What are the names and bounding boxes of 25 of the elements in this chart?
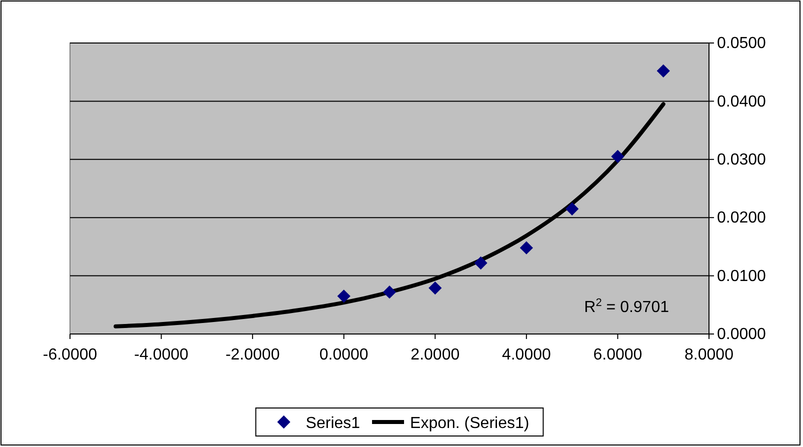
y-tick-label: 0.0100 bbox=[717, 268, 766, 285]
point bbox=[566, 202, 579, 216]
y-tick-label: 0.0500 bbox=[717, 35, 766, 52]
annotation: R$^{2}$ = 0.9701 bbox=[584, 297, 670, 316]
x-tick-label: 8.0000 bbox=[684, 346, 734, 364]
y-tick-label: 0.0200 bbox=[717, 210, 766, 227]
x-tick-label: 0.0000 bbox=[319, 346, 368, 364]
point bbox=[611, 150, 624, 164]
x-tick-label: 4.0000 bbox=[502, 346, 551, 364]
point bbox=[520, 241, 533, 254]
y-tick-label: 0.0300 bbox=[717, 152, 766, 169]
point bbox=[474, 256, 488, 270]
point bbox=[428, 281, 442, 295]
x-tick-label: -4.0000 bbox=[134, 346, 189, 364]
x-tick-label: -6.0000 bbox=[42, 346, 98, 364]
x-tick-label: 2.0000 bbox=[410, 346, 460, 364]
point bbox=[382, 286, 396, 299]
y-tick-label: 0.0000 bbox=[717, 326, 766, 344]
legend-label: Series1 bbox=[306, 415, 360, 432]
legend-label: Expon. (Series1) bbox=[410, 415, 530, 432]
x-tick-label: 6.0000 bbox=[593, 346, 642, 364]
point bbox=[337, 290, 350, 303]
y-tick-label: 0.0400 bbox=[717, 93, 766, 110]
x-tick-label: -2.0000 bbox=[225, 346, 280, 364]
point bbox=[656, 64, 670, 78]
